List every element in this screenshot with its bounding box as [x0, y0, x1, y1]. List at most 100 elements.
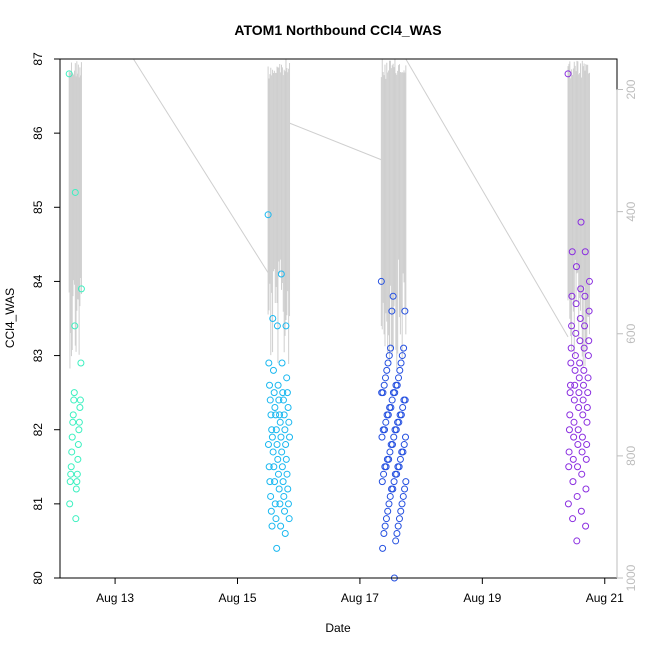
data-point	[266, 381, 274, 389]
data-point	[281, 426, 289, 434]
data-point	[574, 426, 582, 434]
data-point	[401, 485, 409, 493]
y-tick-label: 80	[31, 571, 45, 585]
background-line-segment	[405, 58, 569, 338]
data-point	[570, 396, 578, 404]
data-point	[283, 374, 291, 382]
data-point	[269, 315, 277, 322]
data-point	[271, 403, 279, 411]
data-point	[268, 426, 276, 434]
data-point	[579, 396, 587, 404]
plot-frame	[59, 58, 618, 579]
data-point	[267, 492, 275, 500]
data-point	[265, 359, 273, 367]
data-point	[277, 522, 285, 530]
data-point	[389, 292, 397, 300]
data-point	[266, 478, 274, 486]
data-point	[395, 515, 403, 523]
data-point	[278, 463, 286, 471]
data-point	[573, 537, 581, 545]
data-point	[75, 418, 83, 426]
data-point	[264, 441, 272, 449]
y2-tick-label: 600	[624, 323, 638, 343]
data-point	[572, 300, 580, 308]
data-point	[585, 277, 593, 285]
data-point	[269, 366, 277, 374]
data-point	[284, 500, 292, 508]
background-line-segment	[289, 122, 382, 161]
data-point	[267, 411, 275, 419]
data-point	[394, 418, 402, 426]
y-axis-label: CCl4_WAS	[3, 288, 17, 348]
data-point	[274, 470, 282, 478]
data-point	[385, 500, 393, 508]
data-point	[284, 403, 292, 411]
data-point	[396, 366, 404, 374]
data-point	[269, 448, 277, 456]
data-point	[577, 218, 585, 226]
data-point	[388, 307, 396, 315]
data-point	[275, 396, 283, 404]
data-point	[266, 396, 274, 404]
data-point	[582, 485, 590, 493]
data-point	[396, 455, 404, 463]
data-point	[66, 500, 74, 508]
data-point	[567, 344, 575, 352]
data-point	[583, 418, 591, 426]
data-point	[398, 352, 406, 360]
data-point	[565, 463, 573, 471]
data-point	[280, 411, 288, 419]
data-point	[280, 492, 288, 500]
data-point	[579, 381, 587, 389]
data-point	[70, 396, 78, 404]
data-point	[584, 374, 592, 382]
data-point	[272, 515, 280, 523]
background-line-segment	[133, 58, 269, 273]
data-point	[390, 478, 398, 486]
data-point	[400, 344, 408, 352]
data-point	[71, 188, 79, 196]
data-point	[286, 433, 294, 441]
data-point	[76, 396, 84, 404]
x-tick-label: Aug 17	[341, 591, 379, 605]
data-point	[576, 315, 584, 322]
data-point	[580, 366, 588, 374]
data-point	[581, 322, 589, 330]
data-point	[75, 426, 83, 434]
data-point	[576, 337, 584, 345]
x-tick-label: Aug 19	[463, 591, 501, 605]
data-point	[567, 359, 575, 367]
data-point	[66, 478, 74, 486]
data-point	[578, 470, 586, 478]
data-point	[569, 455, 577, 463]
data-point	[569, 515, 577, 523]
data-point	[564, 70, 572, 78]
data-point	[381, 463, 389, 471]
data-point	[283, 470, 291, 478]
data-point	[74, 455, 82, 463]
data-point	[571, 366, 579, 374]
data-point	[570, 433, 578, 441]
y2-tick-label: 1000	[624, 564, 638, 591]
data-point	[568, 248, 576, 256]
data-point	[398, 500, 406, 508]
data-point	[387, 344, 395, 352]
y2-axis: 200 400 600 800 1000	[616, 79, 638, 591]
data-point	[585, 307, 593, 315]
data-point	[394, 522, 402, 530]
data-point	[393, 530, 401, 538]
data-point	[279, 478, 287, 486]
data-point	[572, 329, 580, 337]
data-point	[68, 433, 76, 441]
data-point	[282, 441, 290, 449]
data-point	[386, 403, 394, 411]
data-point	[264, 211, 272, 219]
data-point	[577, 285, 585, 293]
y2-tick-label: 400	[624, 201, 638, 221]
data-point	[285, 418, 293, 426]
data-point	[401, 307, 409, 315]
scatter-points-layer	[65, 70, 593, 582]
data-point	[270, 389, 278, 397]
data-point	[575, 389, 583, 397]
